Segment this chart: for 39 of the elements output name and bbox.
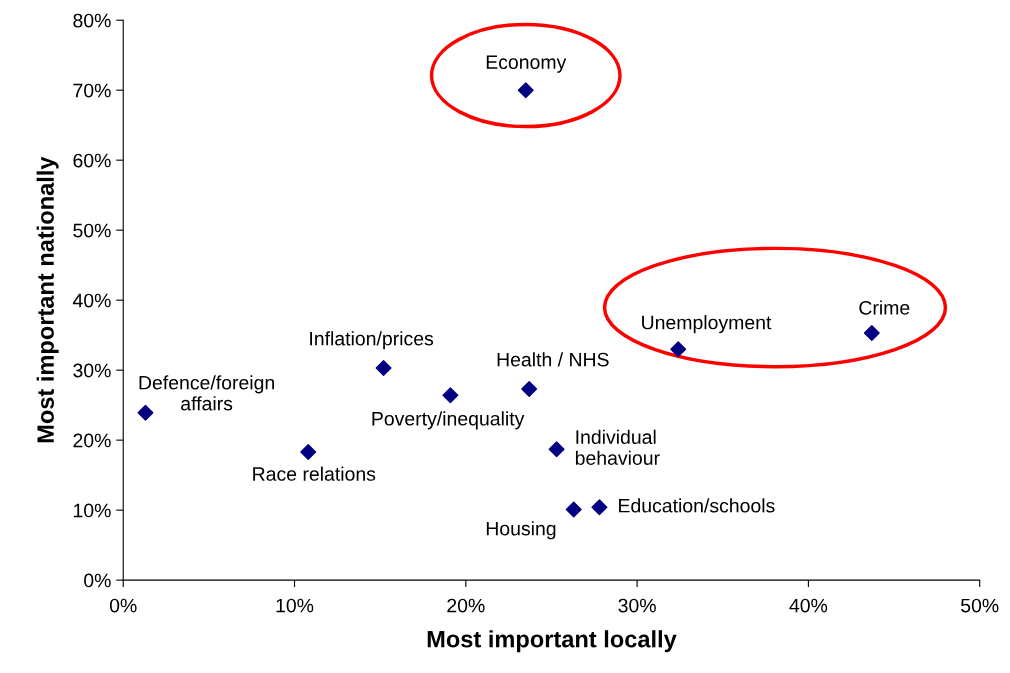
point	[517, 82, 534, 99]
point	[137, 404, 154, 421]
point	[863, 325, 880, 342]
y-tick-label: 30%	[73, 363, 111, 378]
annotation: Poverty/inequality	[372, 411, 525, 430]
y-tick-label: 0%	[84, 573, 111, 588]
annotation: Economy	[486, 55, 567, 73]
x-tick-label: 50%	[961, 598, 999, 613]
x-axis-title: Most important locally	[427, 630, 677, 653]
annotation: Unemployment	[642, 315, 772, 334]
point	[521, 381, 538, 398]
y-tick-label: 40%	[72, 293, 111, 308]
x-tick-label: 40%	[789, 598, 828, 613]
y-tick-label: 80%	[73, 13, 111, 28]
y-tick-label: 60%	[73, 153, 111, 168]
x-tick-label: 30%	[618, 598, 656, 613]
annotation: Race relations	[253, 466, 376, 481]
point	[548, 441, 565, 458]
x-tick-label: 20%	[447, 598, 485, 613]
y-tick-label: 50%	[73, 223, 111, 238]
y-tick-label: 70%	[73, 83, 111, 98]
annotation: Individual behaviour	[575, 429, 660, 465]
annotation: Crime	[859, 300, 910, 315]
annotation: Inflation/prices	[310, 331, 434, 350]
x-tick-label: 10%	[276, 598, 314, 613]
annotation: Education/schools	[619, 498, 775, 513]
point	[670, 341, 687, 358]
y-axis-title: Most important nationally	[36, 156, 59, 443]
y-tick-label: 20%	[73, 433, 111, 448]
y-tick-label: 10%	[73, 503, 111, 518]
annotation: Health / NHS	[497, 352, 609, 367]
point	[442, 387, 459, 404]
x-tick-label: 0%	[109, 598, 137, 613]
point	[591, 499, 608, 516]
point	[565, 501, 582, 518]
annotation: Defence/foreign affairs	[139, 375, 274, 411]
point	[375, 360, 392, 377]
point	[300, 444, 317, 461]
annotation: Housing	[486, 521, 556, 540]
